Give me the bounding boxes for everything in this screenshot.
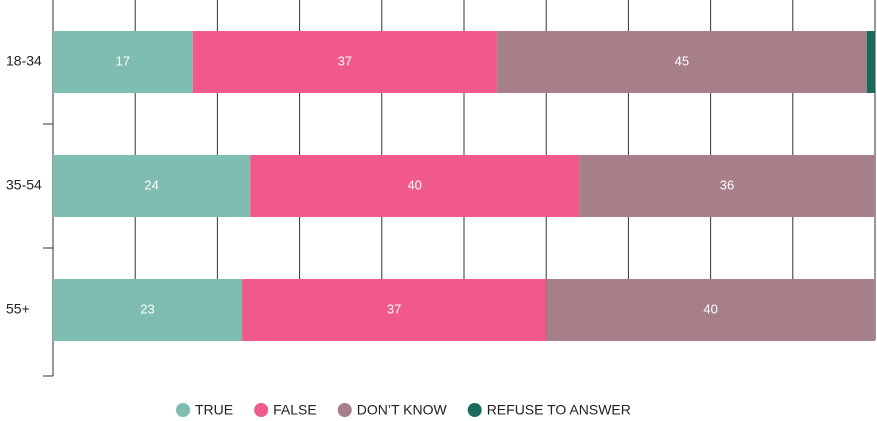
bar-segment xyxy=(53,155,251,217)
bar-segment xyxy=(53,31,193,93)
y-tick-label: 18-34 xyxy=(6,53,42,69)
data-label: 37 xyxy=(338,53,352,68)
legend-label: FALSE xyxy=(273,402,317,418)
bar-segment xyxy=(242,279,547,341)
data-label: 23 xyxy=(140,301,154,316)
data-label: 36 xyxy=(720,177,734,192)
data-label: 37 xyxy=(387,301,401,316)
bar-segment xyxy=(866,31,875,93)
bar-segment xyxy=(192,31,497,93)
legend-swatch xyxy=(337,403,352,417)
y-tick-label: 35-54 xyxy=(6,177,42,193)
data-label: 24 xyxy=(144,177,158,192)
bar-segment xyxy=(579,155,875,217)
legend-label: REFUSE TO ANSWER xyxy=(487,402,631,418)
data-label: 40 xyxy=(703,301,717,316)
legend-swatch xyxy=(467,403,482,417)
legend-swatch xyxy=(254,403,269,417)
bar-segment xyxy=(496,31,867,93)
data-label: 40 xyxy=(407,177,421,192)
legend-swatch xyxy=(176,403,190,417)
legend-label: DON’T KNOW xyxy=(357,402,448,418)
data-label: 45 xyxy=(675,53,689,68)
bar-segment xyxy=(53,279,243,341)
bar-segment xyxy=(250,155,580,217)
data-label: 17 xyxy=(116,53,130,68)
legend-label: TRUE xyxy=(195,402,233,418)
bar-segment xyxy=(546,279,875,341)
y-tick-label: 55+ xyxy=(6,301,30,317)
